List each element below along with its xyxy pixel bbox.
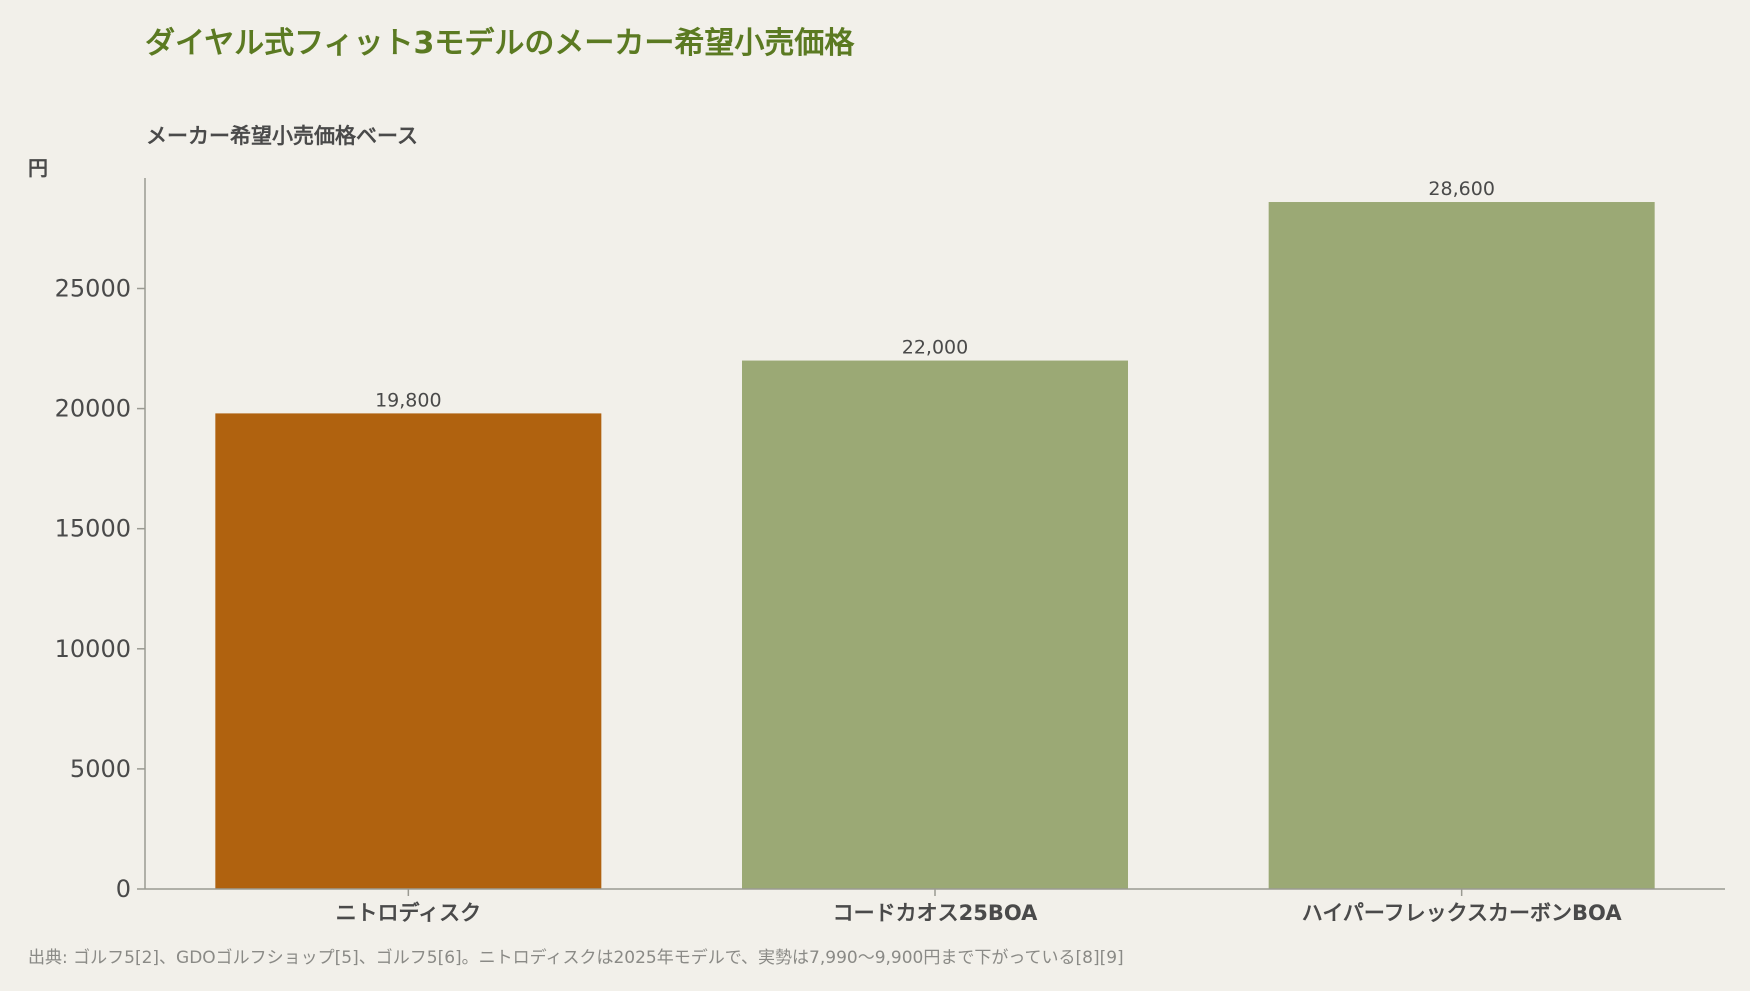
axis-layer: 0 5000 10000 15000 20000 25000 ニトロディスク コードカオス25… [55, 178, 1725, 925]
bar [1268, 202, 1655, 889]
y-tick-label: 25000 [55, 274, 131, 302]
bar [215, 413, 602, 889]
x-category-label: ニトロディスク [336, 901, 482, 925]
y-tick-label: 0 [116, 875, 131, 903]
chart-subtitle: メーカー希望小売価格ベース [146, 124, 418, 148]
y-tick-label: 10000 [55, 635, 131, 663]
bar-value-label: 22,000 [902, 337, 968, 359]
x-category-label: ハイパーフレックスカーボンBOA [1302, 901, 1623, 925]
bars-layer: 19,800 22,000 28,600 [215, 178, 1655, 889]
y-axis-unit-label: 円 [28, 156, 48, 180]
x-category-label: コードカオス25BOA [833, 901, 1039, 925]
bar-value-label: 28,600 [1428, 178, 1494, 200]
chart-title: ダイヤル式フィット3モデルのメーカー希望小売価格 [145, 26, 855, 61]
bar [742, 360, 1128, 889]
source-note: 出典: ゴルフ5[2]、GDOゴルフショップ[5]、ゴルフ5[6]。ニトロディス… [28, 948, 1124, 968]
bar-value-label: 19,800 [375, 389, 441, 411]
y-tick-label: 20000 [55, 395, 131, 423]
y-tick-label: 5000 [70, 755, 131, 783]
y-tick-label: 15000 [55, 515, 131, 543]
